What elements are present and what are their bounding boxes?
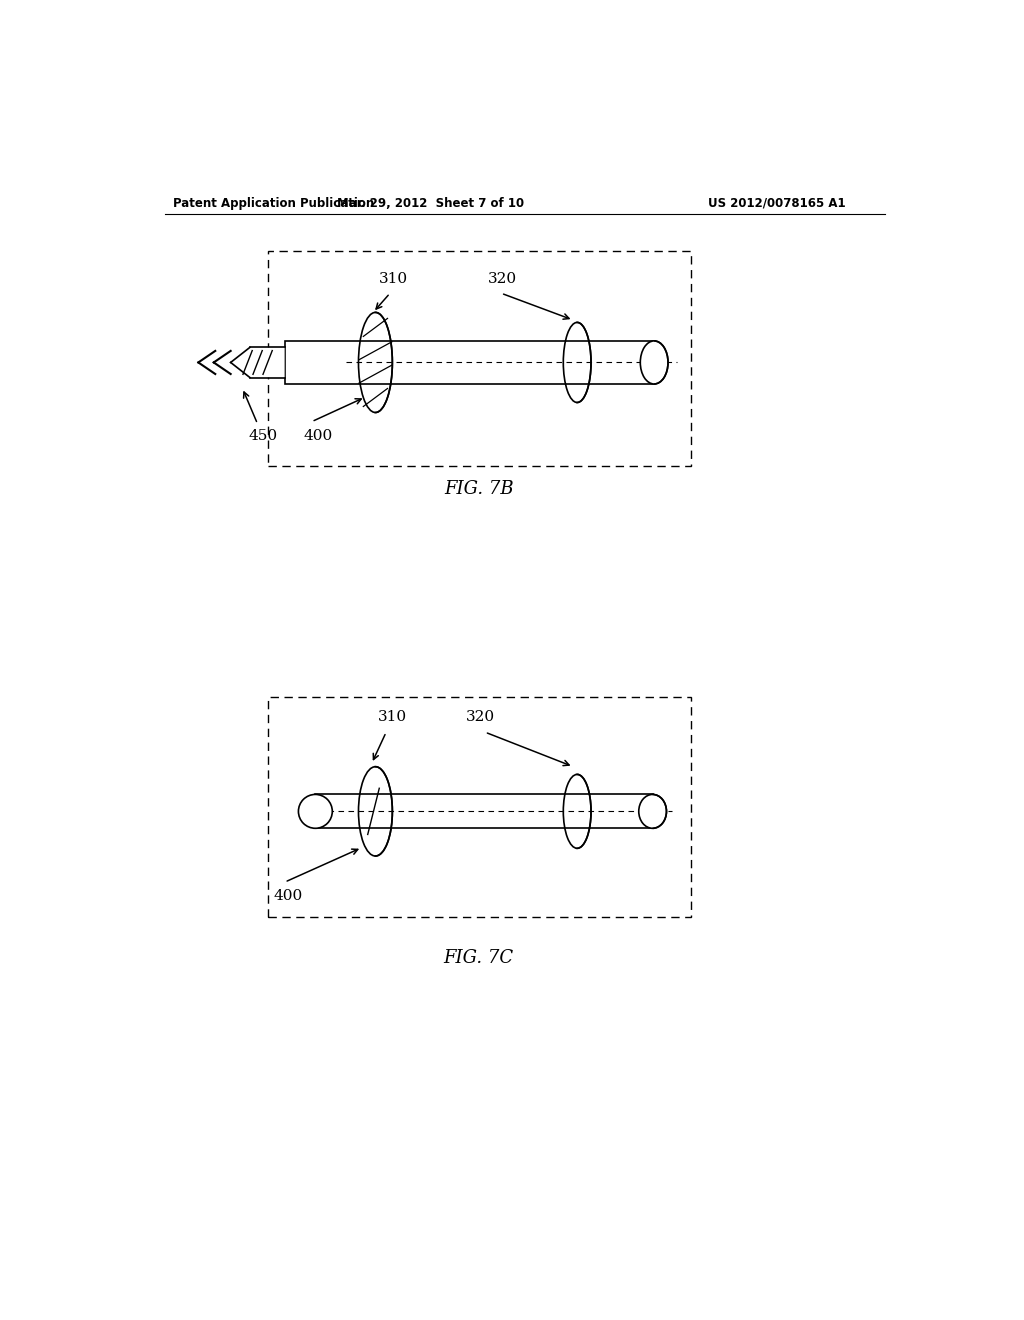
- Text: FIG. 7B: FIG. 7B: [443, 480, 513, 499]
- Ellipse shape: [640, 341, 668, 384]
- Text: FIG. 7C: FIG. 7C: [443, 949, 514, 966]
- Text: 320: 320: [487, 272, 517, 286]
- Text: 400: 400: [273, 890, 302, 903]
- Text: 320: 320: [466, 710, 496, 723]
- Text: 400: 400: [304, 429, 333, 442]
- Bar: [285, 341, 654, 384]
- Ellipse shape: [298, 795, 333, 829]
- Polygon shape: [230, 347, 285, 378]
- Bar: [267, 697, 691, 917]
- Text: 310: 310: [378, 710, 407, 723]
- Text: 310: 310: [379, 272, 409, 286]
- Text: 450: 450: [249, 429, 278, 442]
- Bar: [267, 251, 691, 466]
- Text: Mar. 29, 2012  Sheet 7 of 10: Mar. 29, 2012 Sheet 7 of 10: [337, 197, 524, 210]
- Bar: [315, 795, 652, 829]
- Text: Patent Application Publication: Patent Application Publication: [173, 197, 374, 210]
- Ellipse shape: [639, 795, 667, 829]
- Text: US 2012/0078165 A1: US 2012/0078165 A1: [708, 197, 846, 210]
